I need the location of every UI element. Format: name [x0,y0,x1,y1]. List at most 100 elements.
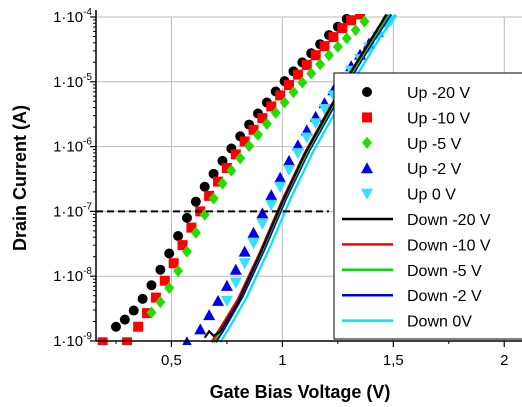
data-point [221,162,232,173]
data-point [150,292,161,303]
legend-entry-label: Up -10 V [407,110,470,127]
y-tick-label: 1·10-6 [53,137,92,156]
data-point [310,50,321,61]
data-point [239,136,250,147]
data-point [212,294,225,306]
data-point [155,264,166,275]
series-layer [97,14,398,345]
data-point [291,148,304,160]
data-point [279,96,290,109]
series-line-4 [203,14,388,339]
data-point [266,101,277,112]
data-point [220,279,233,291]
data-point [315,58,326,71]
series-line-0 [219,14,397,343]
legend-entry-label: Down 0V [407,314,472,331]
data-point [337,23,348,34]
y-tick-label: 1·10-7 [53,201,92,220]
data-point [301,59,312,70]
data-point [323,49,334,62]
series-diamond-2 [146,15,370,319]
legend-marker [362,87,372,97]
legend: Up -20 V Up -10 V Up -5 V Up -2 V Up 0 V Down… [333,72,522,340]
data-point [238,258,251,270]
data-point [274,181,287,193]
data-point [275,90,286,101]
y-tick-label: 1·10-5 [53,72,92,91]
legend-entry-label: Up 0 V [407,187,456,204]
data-point [238,245,251,257]
data-point [186,222,197,233]
legend-entry-label: Up -20 V [407,85,470,102]
data-point [256,207,269,219]
data-point [306,67,317,80]
data-point [265,199,278,211]
data-point [213,176,224,187]
data-point [146,306,157,319]
data-point [220,295,233,307]
data-point [168,258,179,269]
data-point [181,245,192,258]
data-point [328,32,339,43]
legend-marker [361,162,373,174]
data-point [257,113,268,124]
data-point [318,104,331,116]
data-point [97,337,108,345]
legend-entry-label: Down -10 V [407,237,491,254]
legend-entry-label: Up -2 V [407,161,462,178]
data-point [229,263,242,275]
data-point [297,76,308,89]
data-point [346,15,357,26]
data-point [261,117,272,130]
y-tick-label: 1·10-9 [53,331,92,350]
data-point [128,305,139,316]
x-tick-label: 1 [278,352,286,369]
data-point [133,321,144,332]
data-point [203,309,216,321]
data-point [190,226,201,239]
legend-entry-label: Down -5 V [407,263,482,280]
series-square-1 [97,14,366,345]
data-point [164,281,175,294]
legend-entry-label: Up -5 V [407,136,462,153]
y-tick-label: 1·10-4 [53,7,92,26]
data-point [283,154,296,166]
data-point [208,168,219,179]
data-point [284,80,295,91]
data-point [226,164,237,177]
data-point [235,152,246,165]
data-point [208,192,219,205]
data-point [247,226,260,238]
data-point [181,212,192,223]
data-point [146,280,157,291]
data-point [359,15,370,28]
data-point [270,106,281,119]
data-point [341,32,352,45]
data-point [173,265,184,278]
data-point [217,177,228,190]
data-point [252,128,263,141]
series-line-1 [214,14,393,343]
data-point [177,240,188,251]
legend-entry-label: Down -20 V [407,212,491,229]
x-tick-label: 2 [500,352,508,369]
data-point [244,139,255,152]
data-point [265,189,278,201]
data-point [274,171,287,183]
data-point [355,14,366,20]
data-point [292,69,303,80]
data-point [164,248,175,259]
data-point [332,40,343,53]
data-point [309,118,322,130]
data-point [155,296,166,309]
data-point [319,41,330,52]
data-point [173,231,184,242]
data-point [248,124,259,135]
data-point [204,190,215,201]
data-point [119,314,130,325]
data-point [300,132,313,144]
data-point [283,164,296,176]
x-tick-label: 0,5 [161,352,182,369]
y-tick-label: 1·10-8 [53,266,92,285]
